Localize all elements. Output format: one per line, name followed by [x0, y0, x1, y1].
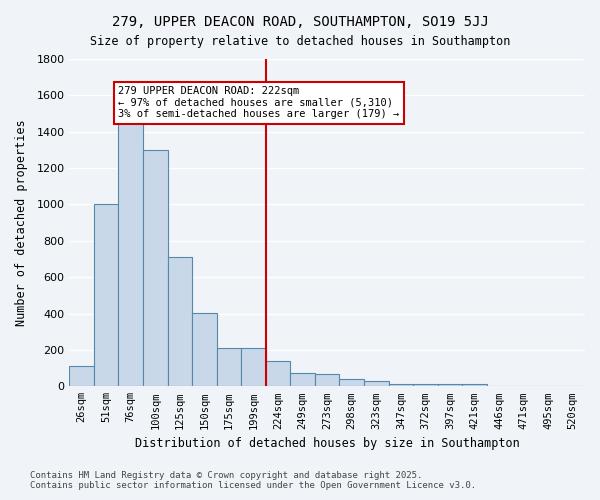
Bar: [167, 257, 192, 386]
Bar: [364, 381, 389, 386]
X-axis label: Distribution of detached houses by size in Southampton: Distribution of detached houses by size …: [135, 437, 520, 450]
Bar: [241, 348, 266, 387]
Bar: [118, 114, 143, 386]
Bar: [94, 204, 118, 386]
Text: 279, UPPER DEACON ROAD, SOUTHAMPTON, SO19 5JJ: 279, UPPER DEACON ROAD, SOUTHAMPTON, SO1…: [112, 15, 488, 29]
Bar: [462, 384, 487, 386]
Bar: [389, 384, 413, 386]
Bar: [266, 361, 290, 386]
Bar: [290, 372, 315, 386]
Bar: [192, 312, 217, 386]
Text: Contains HM Land Registry data © Crown copyright and database right 2025.
Contai: Contains HM Land Registry data © Crown c…: [30, 470, 476, 490]
Y-axis label: Number of detached properties: Number of detached properties: [15, 120, 28, 326]
Bar: [340, 379, 364, 386]
Bar: [413, 384, 437, 386]
Bar: [70, 366, 94, 386]
Text: 279 UPPER DEACON ROAD: 222sqm
← 97% of detached houses are smaller (5,310)
3% of: 279 UPPER DEACON ROAD: 222sqm ← 97% of d…: [118, 86, 400, 120]
Bar: [437, 384, 462, 386]
Text: Size of property relative to detached houses in Southampton: Size of property relative to detached ho…: [90, 35, 510, 48]
Bar: [143, 150, 167, 386]
Bar: [315, 374, 340, 386]
Bar: [217, 348, 241, 387]
